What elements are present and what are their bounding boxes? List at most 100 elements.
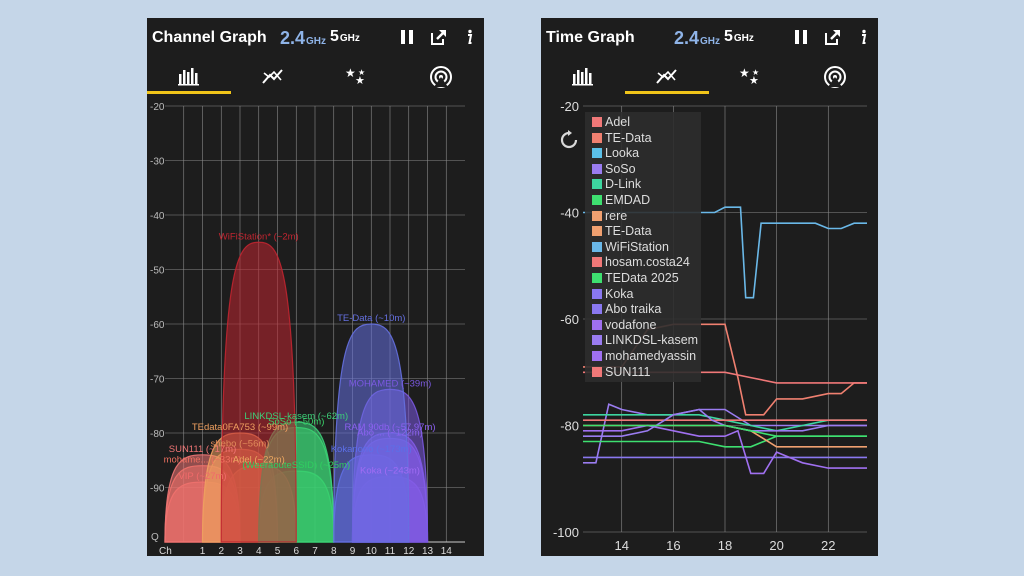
info-icon[interactable] bbox=[854, 28, 872, 46]
y-bottom-label: Q bbox=[151, 532, 159, 543]
export-icon[interactable] bbox=[824, 28, 842, 46]
network-label: SUN111 (~17m) bbox=[169, 444, 237, 455]
x-tick-label: 14 bbox=[614, 538, 628, 553]
x-tick-label: 10 bbox=[366, 546, 378, 556]
band-value: 5 bbox=[330, 28, 339, 45]
legend-swatch bbox=[592, 210, 602, 221]
line-chart-icon bbox=[262, 69, 283, 84]
legend-swatch bbox=[592, 117, 602, 127]
network-label: MOHAMED (~39m) bbox=[349, 378, 432, 389]
legend-item: LINKDSL-kasem bbox=[585, 333, 701, 349]
channel-graph-screen: Channel Graph 2.4GHz 5GHz ★ ★ ★ -20 -30 -40-… bbox=[147, 18, 484, 556]
band-unit: GHz bbox=[700, 36, 721, 47]
selected-tab-indicator bbox=[147, 91, 231, 94]
tab-time-graph[interactable] bbox=[231, 58, 315, 94]
svg-text:★: ★ bbox=[355, 74, 365, 86]
band-unit: GHz bbox=[733, 33, 754, 44]
refresh-icon[interactable] bbox=[558, 129, 580, 151]
y-tick-label: -20 bbox=[150, 102, 165, 113]
x-tick-label: 7 bbox=[312, 546, 318, 556]
signal-line-SoSo bbox=[583, 403, 867, 464]
legend-swatch bbox=[592, 226, 602, 237]
band-2-4ghz-toggle[interactable]: 2.4GHz bbox=[280, 28, 326, 49]
y-tick-label: -40 bbox=[150, 211, 165, 222]
y-tick-label: -20 bbox=[560, 99, 579, 114]
tab-channel-graph[interactable] bbox=[147, 58, 231, 94]
network-curve-TE-Data bbox=[333, 323, 410, 543]
network-label: LINKDSL-kasem (~62m) bbox=[244, 411, 348, 422]
wifi-signal-icon bbox=[430, 66, 452, 88]
legend-label: hosam.costa24 bbox=[605, 255, 690, 270]
legend: Adel TE-Data Looka SoSo D-Link EMDAD rere TE-Da… bbox=[585, 112, 701, 383]
band-5ghz-toggle[interactable]: 5GHz bbox=[724, 28, 754, 46]
legend-swatch bbox=[592, 366, 602, 377]
legend-item: vodafone bbox=[585, 318, 701, 334]
y-tick-label: -60 bbox=[150, 320, 165, 331]
y-tick-label: -70 bbox=[150, 375, 165, 386]
network-label: Abo ... (~122m) bbox=[357, 427, 423, 438]
tab-time-graph[interactable] bbox=[625, 58, 709, 94]
legend-swatch bbox=[592, 148, 602, 159]
x-tick-label: 22 bbox=[821, 538, 835, 553]
y-tick-label: -80 bbox=[150, 429, 165, 440]
tab-signal-meter[interactable] bbox=[399, 58, 483, 94]
legend-label: TE-Data bbox=[605, 130, 652, 145]
pause-icon[interactable] bbox=[792, 28, 810, 46]
legend-item: rere bbox=[585, 209, 701, 225]
legend-item: mohamedyassin bbox=[585, 349, 701, 365]
tab-bar: ★ ★ ★ bbox=[541, 58, 878, 94]
x-tick-label: 18 bbox=[718, 538, 732, 553]
signal-line-vodafone bbox=[583, 424, 867, 475]
legend-label: rere bbox=[605, 208, 628, 223]
legend-label: Adel bbox=[605, 115, 631, 129]
tab-channel-graph[interactable] bbox=[541, 58, 625, 94]
legend-swatch bbox=[592, 335, 602, 346]
tab-signal-meter[interactable] bbox=[793, 58, 877, 94]
legend-swatch bbox=[592, 179, 602, 190]
legend-swatch bbox=[592, 257, 602, 268]
legend-swatch bbox=[592, 350, 602, 361]
x-tick-label: 14 bbox=[441, 546, 453, 556]
stars-icon: ★★★ bbox=[345, 66, 365, 86]
legend-swatch bbox=[592, 132, 602, 143]
legend-label: Koka bbox=[605, 286, 634, 301]
legend-label: EMDAD bbox=[605, 192, 651, 207]
legend-item: D-Link bbox=[585, 177, 701, 193]
band-unit: GHz bbox=[306, 36, 327, 47]
band-5ghz-toggle[interactable]: 5GHz bbox=[330, 28, 360, 46]
pause-icon[interactable] bbox=[398, 28, 416, 46]
legend-label: vodafone bbox=[605, 317, 657, 332]
network-label: shebo (~56m) bbox=[211, 438, 270, 449]
band-2-4ghz-toggle[interactable]: 2.4GHz bbox=[674, 28, 720, 49]
selected-tab-indicator bbox=[625, 91, 709, 94]
line-chart-icon bbox=[656, 69, 677, 84]
svg-text:★: ★ bbox=[358, 68, 365, 77]
tab-bar: ★ ★ ★ bbox=[147, 58, 484, 94]
x-tick-label: 2 bbox=[218, 546, 224, 556]
tab-rating[interactable]: ★ ★ ★ bbox=[315, 58, 399, 94]
top-app-bar: Channel Graph 2.4GHz 5GHz bbox=[147, 18, 484, 58]
legend-label: D-Link bbox=[605, 177, 642, 192]
legend-label: LINKDSL-kasem bbox=[605, 333, 699, 348]
legend-swatch bbox=[592, 304, 602, 315]
x-tick-label: 3 bbox=[237, 546, 243, 556]
info-icon[interactable] bbox=[460, 28, 478, 46]
network-label: mohame... (~33m) bbox=[164, 455, 242, 466]
tab-rating[interactable]: ★ ★ ★ bbox=[709, 58, 793, 94]
y-tick-label: -60 bbox=[560, 312, 579, 327]
legend-item: TEData 2025 bbox=[585, 271, 701, 287]
y-tick-label: -40 bbox=[560, 206, 579, 221]
bar-chart-icon bbox=[572, 68, 593, 86]
svg-text:★: ★ bbox=[739, 66, 750, 80]
band-unit: GHz bbox=[339, 33, 360, 44]
export-icon[interactable] bbox=[430, 28, 448, 46]
network-curve-WiFiStation* bbox=[220, 241, 297, 543]
y-tick-label: -50 bbox=[150, 266, 165, 277]
legend-item: Abo traika bbox=[585, 302, 701, 318]
legend-label: TE-Data bbox=[605, 224, 652, 239]
network-label: WiFiStation* (~2m) bbox=[219, 231, 299, 242]
x-tick-label: 6 bbox=[293, 546, 299, 556]
legend-swatch bbox=[592, 272, 602, 283]
network-label: Kokanono (~173m) bbox=[331, 444, 412, 455]
